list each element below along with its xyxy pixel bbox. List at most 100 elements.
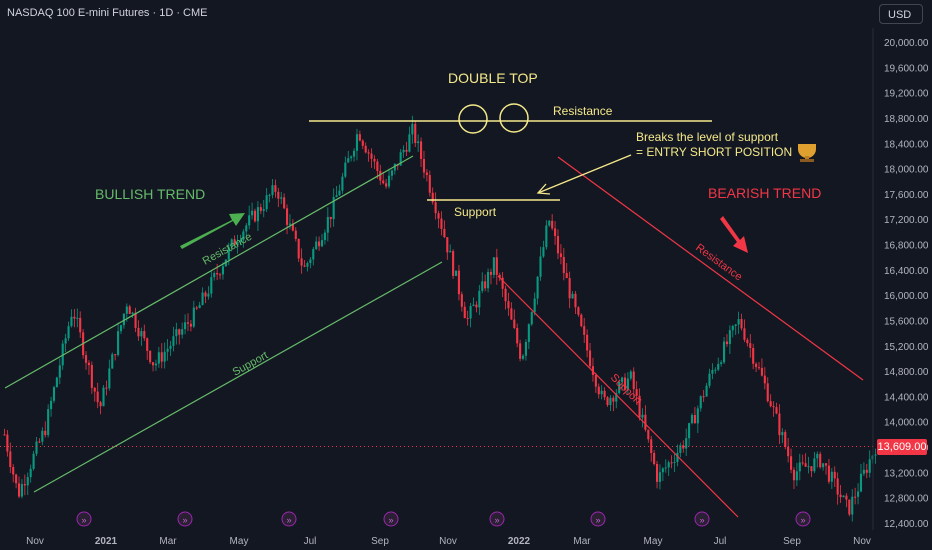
candle-body bbox=[3, 434, 6, 436]
time-tick-label: Nov bbox=[26, 536, 44, 547]
candle-body bbox=[417, 141, 420, 144]
candle-body bbox=[216, 272, 219, 275]
event-marker[interactable] bbox=[76, 511, 92, 527]
candle-body bbox=[460, 294, 463, 307]
candle-body bbox=[577, 307, 580, 315]
candle-body bbox=[87, 362, 90, 366]
currency-button[interactable]: USD bbox=[879, 4, 923, 24]
event-marker[interactable] bbox=[281, 511, 297, 527]
candle-body bbox=[661, 468, 664, 473]
time-tick-label: Jul bbox=[714, 536, 727, 547]
bear-arrow bbox=[720, 216, 748, 253]
candle-body bbox=[341, 176, 344, 191]
price-tick-label: 12,400.00 bbox=[884, 519, 929, 530]
candle-body bbox=[737, 319, 740, 325]
candle-body bbox=[449, 251, 452, 253]
bull-resistance-line[interactable] bbox=[4, 155, 414, 389]
candle-body bbox=[740, 319, 743, 329]
event-marker-icon: » bbox=[494, 515, 499, 525]
candle-body bbox=[221, 266, 225, 275]
time-tick-label: Nov bbox=[439, 536, 457, 547]
candle-body bbox=[685, 438, 688, 449]
candle-body bbox=[492, 257, 495, 275]
candle-body bbox=[111, 354, 114, 369]
price-tick-label: 14,000.00 bbox=[884, 418, 929, 429]
candle-body bbox=[379, 170, 382, 181]
price-axis[interactable]: 20,000.00 19,600.00 19,200.00 18,800.00 18,4… bbox=[884, 38, 929, 530]
candle-body bbox=[720, 362, 723, 364]
candle-body bbox=[731, 325, 734, 331]
bear-support-line[interactable] bbox=[497, 275, 739, 518]
candle-body bbox=[865, 469, 868, 473]
candle-body bbox=[84, 355, 88, 363]
candle-body bbox=[50, 400, 53, 410]
candle-body bbox=[15, 474, 18, 484]
candle-body bbox=[874, 454, 877, 456]
event-marker[interactable] bbox=[383, 511, 399, 527]
time-tick-label: Sep bbox=[371, 536, 389, 547]
event-marker[interactable] bbox=[795, 511, 811, 527]
last-price-tag: 13,609.00 bbox=[877, 439, 927, 455]
candle-body bbox=[696, 408, 699, 424]
time-axis[interactable]: Nov 2021 Mar May Jul Sep Nov 2022 Mar May Jul Sep No… bbox=[26, 536, 871, 547]
candle-body bbox=[251, 210, 254, 216]
candle-body bbox=[408, 134, 411, 152]
candle-body bbox=[524, 342, 527, 356]
candle-body bbox=[131, 312, 134, 314]
candle-body bbox=[542, 247, 545, 257]
event-marker[interactable] bbox=[590, 511, 606, 527]
candle-body bbox=[271, 185, 274, 195]
bear-resistance-line[interactable] bbox=[557, 156, 864, 381]
candle-body bbox=[355, 134, 359, 151]
candle-body bbox=[245, 225, 248, 232]
event-marker[interactable] bbox=[694, 511, 710, 527]
price-tick-label: 13,200.00 bbox=[884, 468, 929, 479]
candle-body bbox=[318, 241, 321, 247]
candle-body bbox=[102, 387, 105, 407]
candle-body bbox=[734, 324, 737, 326]
candle-body bbox=[90, 365, 93, 388]
candle-body bbox=[344, 162, 347, 177]
candle-body bbox=[17, 483, 21, 497]
event-marker[interactable] bbox=[177, 511, 193, 527]
time-tick-label: Nov bbox=[853, 536, 871, 547]
candle-body bbox=[6, 434, 9, 452]
candle-body bbox=[725, 341, 729, 345]
candle-body bbox=[638, 395, 641, 418]
time-tick-label: 2022 bbox=[508, 536, 531, 547]
candle-body bbox=[373, 158, 376, 162]
event-marker-icon: » bbox=[81, 515, 86, 525]
candle-body bbox=[20, 484, 23, 497]
candle-body bbox=[830, 471, 833, 482]
candle-body bbox=[454, 270, 458, 276]
event-marker[interactable] bbox=[489, 511, 505, 527]
candle-body bbox=[743, 328, 746, 340]
candle-body bbox=[99, 402, 102, 407]
candle-body bbox=[431, 192, 434, 203]
price-tick-label: 12,800.00 bbox=[884, 494, 929, 505]
bull-support-line[interactable] bbox=[33, 261, 443, 493]
candle-body bbox=[475, 304, 478, 308]
candle-body bbox=[653, 452, 656, 465]
candle-body bbox=[320, 240, 324, 247]
candle-body bbox=[329, 216, 332, 220]
candle-body bbox=[807, 466, 810, 468]
candle-body bbox=[609, 397, 612, 406]
candle-body bbox=[405, 149, 408, 152]
candle-body bbox=[443, 228, 446, 238]
candle-body bbox=[277, 191, 280, 199]
candle-body bbox=[629, 371, 632, 379]
candle-body bbox=[714, 369, 717, 371]
candle-body bbox=[760, 367, 763, 376]
time-tick-label: Sep bbox=[783, 536, 801, 547]
candle-body bbox=[64, 338, 67, 344]
candle-body bbox=[338, 190, 341, 196]
candle-body bbox=[854, 496, 857, 498]
candle-body bbox=[539, 256, 542, 277]
candle-body bbox=[554, 228, 557, 237]
candle-body bbox=[536, 276, 539, 299]
candle-body bbox=[52, 387, 56, 401]
candle-body bbox=[210, 277, 213, 294]
candle-body bbox=[38, 441, 41, 443]
